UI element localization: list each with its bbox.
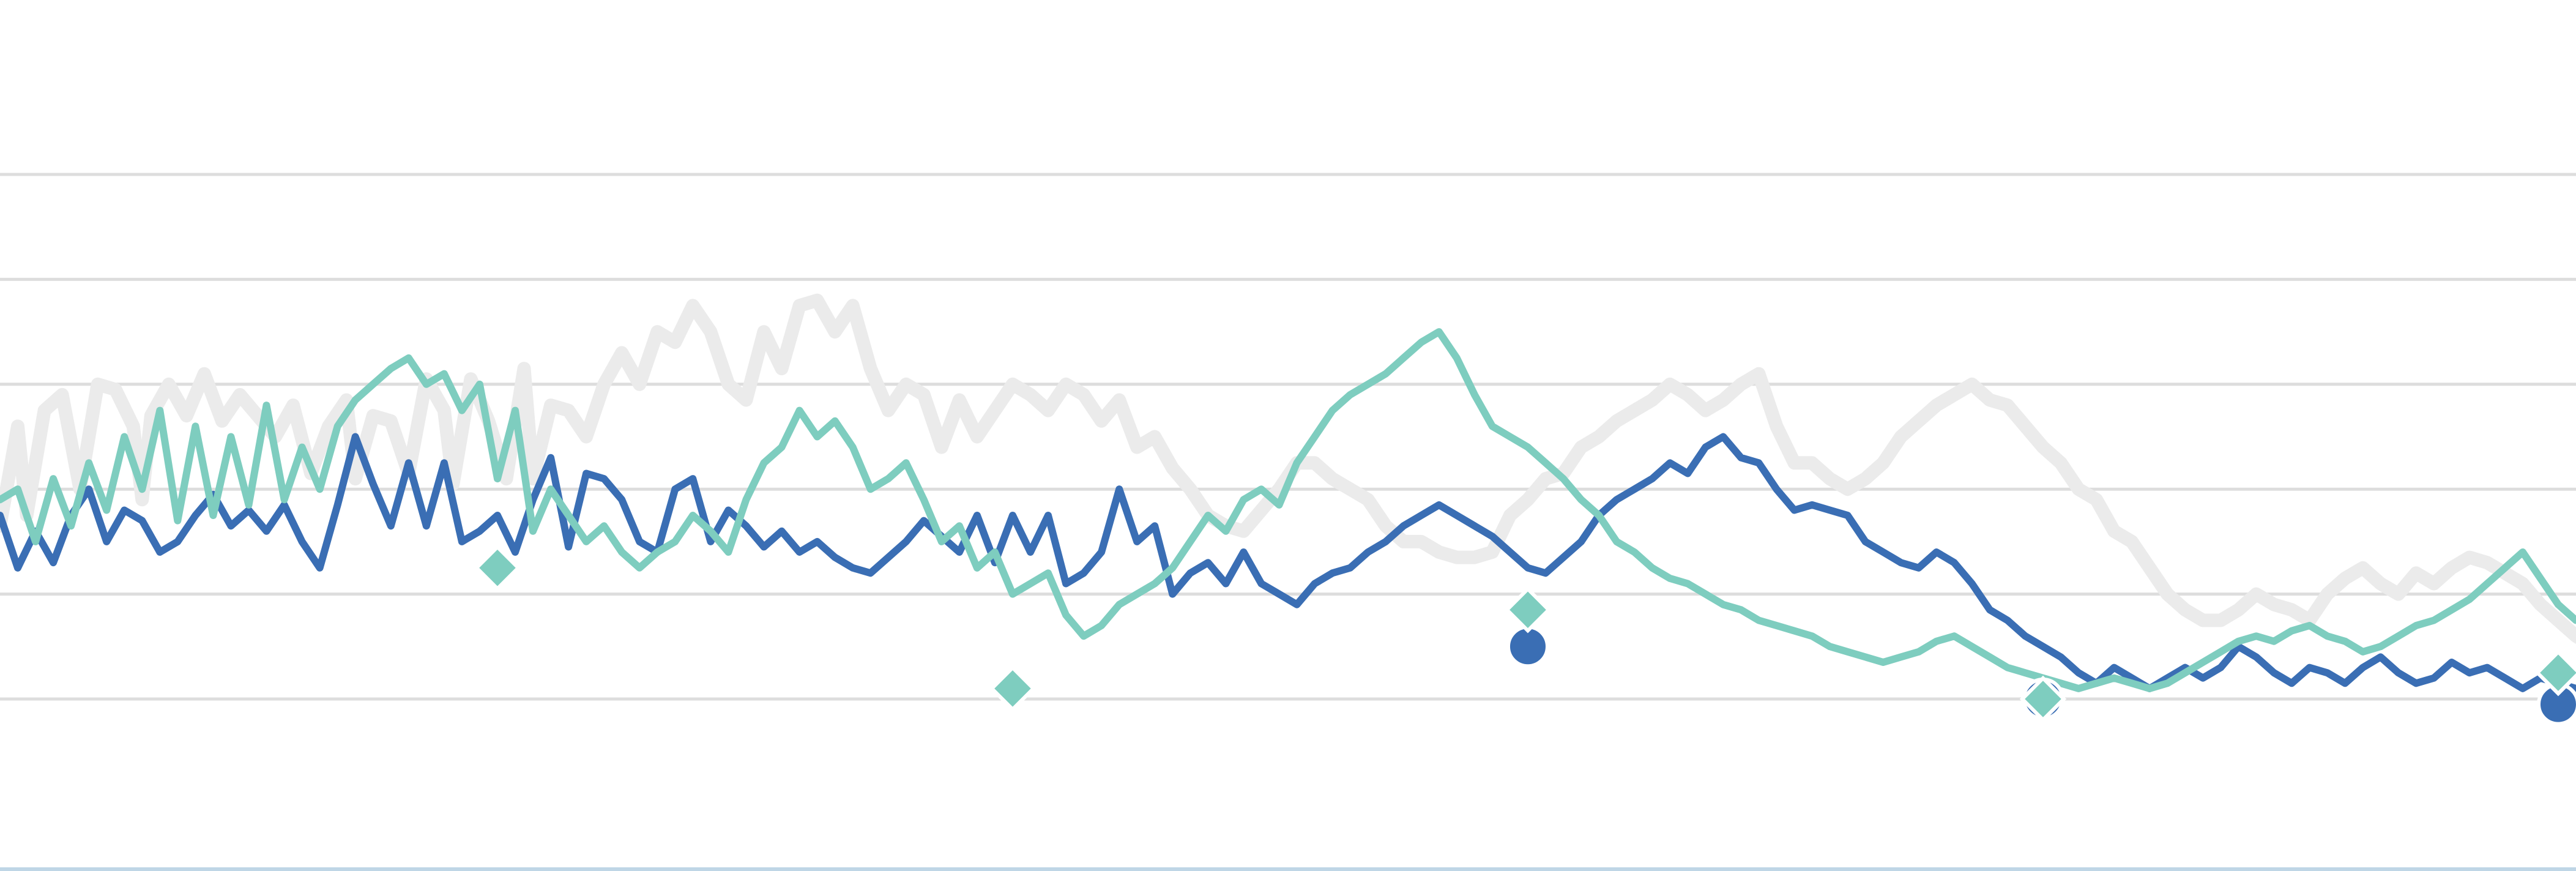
series-markers bbox=[474, 544, 2576, 726]
marker-teal-1 bbox=[989, 665, 1037, 712]
marker-teal-0 bbox=[474, 544, 521, 591]
series-line-teal bbox=[0, 328, 2576, 692]
marker-teal-3 bbox=[2019, 675, 2067, 723]
gridlines bbox=[0, 173, 2576, 701]
marker-teal-2 bbox=[1504, 586, 1552, 634]
series-lines bbox=[0, 293, 2576, 692]
marker-teal-4 bbox=[2534, 649, 2576, 697]
